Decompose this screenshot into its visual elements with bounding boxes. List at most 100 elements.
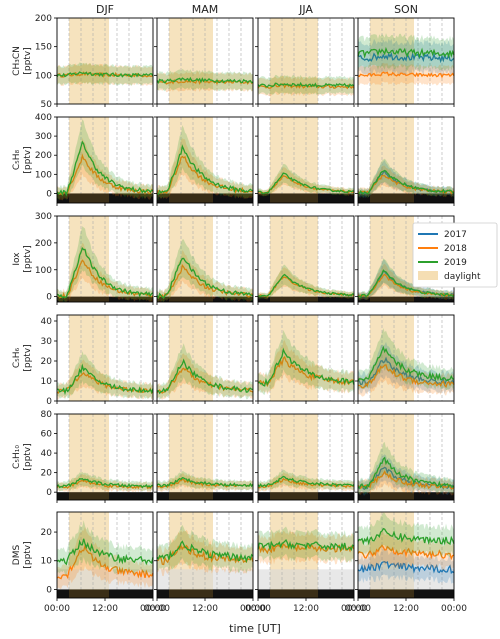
night-bar — [358, 296, 370, 302]
daylight-band — [370, 117, 414, 203]
night-bar — [57, 589, 69, 598]
x-tick-label: 00:00 — [44, 604, 70, 614]
day-bar — [270, 296, 318, 302]
panel-mam-row-1 — [154, 116, 254, 206]
y-tick-label: 30 — [41, 337, 53, 347]
daylight-band — [169, 18, 213, 104]
y-axis-label: DMS — [12, 545, 22, 566]
y-tick-label: 150 — [35, 43, 52, 53]
x-tick-label: 00:00 — [345, 604, 371, 614]
series-line-2019 — [56, 71, 154, 78]
y-axis-label: C₅H₆ — [12, 347, 22, 368]
y-tick-label: 40 — [41, 317, 53, 327]
series-line-2018 — [56, 259, 154, 299]
series-line-2019 — [56, 140, 154, 197]
y-tick-label: 300 — [35, 132, 52, 142]
daylight-band — [370, 414, 414, 500]
series-band-2017 — [358, 259, 454, 300]
panel-mam-row-4 — [154, 413, 254, 503]
legend-swatch — [418, 271, 438, 280]
x-tick-label: 12:00 — [393, 604, 419, 614]
panel-jja-row-4 — [255, 413, 355, 503]
series-line-2017 — [357, 560, 455, 574]
panel-son-row-4 — [355, 413, 455, 503]
series-band-2019 — [358, 512, 454, 558]
night-bar — [258, 193, 270, 203]
night-bar — [258, 296, 270, 302]
y-axis-unit: [pptv] — [23, 47, 33, 74]
y-axis-unit: [pptv] — [23, 541, 33, 568]
night-bar — [57, 296, 69, 302]
y-axis-label: C₅H₁₀ — [12, 445, 22, 469]
series-band-2019 — [258, 264, 354, 300]
series-band-2018 — [157, 250, 253, 302]
y-tick-label: 400 — [35, 113, 52, 123]
y-tick-label: 200 — [35, 14, 52, 24]
y-tick-label: 20 — [41, 357, 53, 367]
series-line-2019 — [56, 477, 154, 489]
panel-mam-row-0 — [154, 17, 254, 107]
night-bar — [57, 193, 69, 203]
night-bar — [258, 492, 270, 500]
night-bar — [157, 492, 169, 500]
y-tick-label: 60 — [41, 430, 53, 440]
night-bar — [318, 296, 354, 302]
y-tick-label: 0 — [46, 397, 52, 407]
series-band-2019 — [358, 158, 454, 198]
series-band-2018 — [358, 530, 454, 571]
series-line-2018 — [357, 71, 455, 79]
series-band-2018 — [258, 267, 354, 300]
y-tick-label: 100 — [35, 266, 52, 276]
y-axis-unit: [pptv] — [23, 443, 33, 470]
night-bar — [414, 296, 454, 302]
day-bar — [370, 193, 414, 203]
series-line-2018 — [357, 544, 455, 561]
night-bar — [109, 296, 153, 302]
y-axis-label: C₅H₈ — [12, 149, 22, 170]
night-bar — [318, 193, 354, 203]
series-band-2018 — [57, 137, 153, 201]
series-line-2019 — [357, 456, 455, 490]
panel-jja-row-3 — [255, 314, 355, 404]
panel-jja-row-0 — [255, 17, 355, 107]
night-bar — [358, 492, 370, 500]
column-title: MAM — [192, 3, 219, 16]
series-line-2019 — [156, 257, 254, 300]
night-bar — [318, 492, 354, 500]
panel-son-row-0 — [355, 17, 455, 107]
x-tick-label: 12:00 — [293, 604, 319, 614]
night-bar — [358, 193, 370, 203]
x-tick-label: 12:00 — [192, 604, 218, 614]
series-band-2018 — [358, 62, 454, 86]
night-bar — [109, 193, 153, 203]
day-bar — [69, 193, 109, 203]
column-title: DJF — [96, 3, 114, 16]
series-band-2019 — [358, 258, 454, 301]
panel-djf-row-3: 0 10 20 30 40 — [41, 314, 154, 407]
day-bar — [169, 296, 213, 302]
x-axis-title: time [UT] — [229, 622, 281, 635]
x-tick-label: 00:00 — [441, 604, 467, 614]
series-line-2019 — [357, 527, 455, 546]
series-band-2019 — [57, 471, 153, 492]
series-band-2019 — [57, 520, 153, 576]
y-tick-label: 100 — [35, 71, 52, 81]
series-band-2019 — [157, 125, 253, 201]
panel-son-row-3 — [355, 314, 455, 404]
column-title: SON — [394, 3, 418, 16]
day-bar — [69, 589, 109, 598]
series-band-2017 — [358, 160, 454, 198]
day-bar — [370, 296, 414, 302]
y-axis-unit: [pptv] — [23, 146, 33, 173]
legend-label: 2018 — [444, 244, 467, 254]
night-bar — [157, 589, 169, 598]
series-line-2019 — [357, 169, 455, 195]
series-band-2017 — [358, 548, 454, 584]
panel-mam-row-3 — [154, 314, 254, 404]
night-bar — [213, 492, 253, 500]
day-bar — [270, 589, 318, 598]
series-line-2019 — [156, 476, 254, 488]
series-line-2018 — [156, 367, 254, 394]
day-bar — [169, 193, 213, 203]
night-bar — [213, 589, 253, 598]
